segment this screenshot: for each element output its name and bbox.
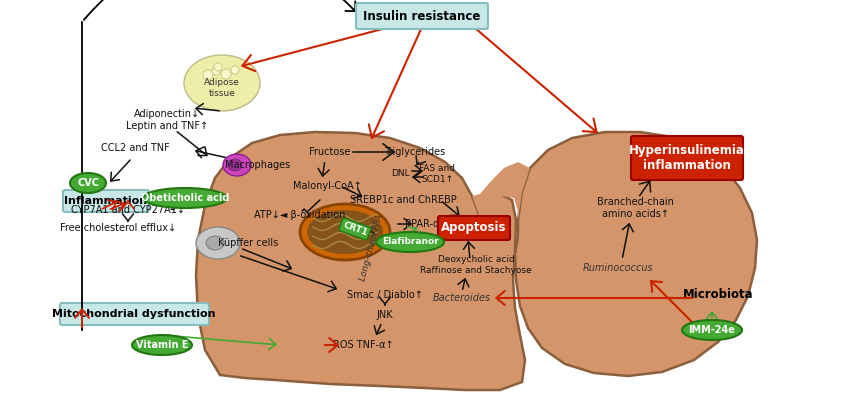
Text: Apoptosis: Apoptosis [441, 222, 507, 235]
Text: Triglycerides: Triglycerides [384, 147, 445, 157]
FancyBboxPatch shape [631, 136, 743, 180]
Text: Microbiota: Microbiota [682, 288, 753, 301]
Text: CCL2 and TNF: CCL2 and TNF [100, 143, 170, 153]
Polygon shape [472, 162, 530, 228]
Circle shape [214, 63, 222, 71]
Text: Smac / Diablo↑: Smac / Diablo↑ [347, 290, 423, 300]
FancyBboxPatch shape [356, 3, 488, 29]
Text: JNK: JNK [376, 310, 394, 320]
Circle shape [203, 70, 213, 80]
Polygon shape [196, 132, 525, 390]
Text: FAS and
SCD1↑: FAS and SCD1↑ [419, 164, 455, 184]
Text: CVC: CVC [77, 178, 99, 188]
Ellipse shape [206, 236, 224, 250]
Ellipse shape [143, 188, 227, 208]
Ellipse shape [300, 204, 390, 260]
Ellipse shape [70, 173, 106, 193]
Text: Hyperinsulinemia
inflammation: Hyperinsulinemia inflammation [629, 144, 745, 172]
Text: Ruminococcus: Ruminococcus [583, 263, 653, 273]
Text: CYP7A1 and CYP27A1↓: CYP7A1 and CYP27A1↓ [71, 205, 185, 215]
Text: Bacteroides: Bacteroides [433, 293, 491, 303]
Text: CRT1: CRT1 [342, 220, 368, 238]
Text: Branched-chain
amino acids↑: Branched-chain amino acids↑ [597, 197, 674, 219]
Text: Fructose: Fructose [310, 147, 350, 157]
Text: ROS TNF-α↑: ROS TNF-α↑ [333, 340, 394, 350]
Text: Macrophages: Macrophages [225, 160, 291, 170]
Text: Inflammation: Inflammation [64, 196, 148, 206]
Text: Mitochondrial dysfunction: Mitochondrial dysfunction [52, 309, 215, 319]
Ellipse shape [196, 227, 240, 259]
Text: SREBP1c and ChREBP: SREBP1c and ChREBP [349, 195, 457, 205]
Ellipse shape [376, 232, 444, 252]
Text: Adiponectin↓
Leptin and TNF↑: Adiponectin↓ Leptin and TNF↑ [126, 109, 208, 131]
Text: Deoxycholic acid
Raffinose and Stachyose: Deoxycholic acid Raffinose and Stachyose [420, 255, 532, 275]
Text: Free cholesterol efflux↓: Free cholesterol efflux↓ [60, 223, 176, 233]
Text: ATP↓◄ β-oxidation: ATP↓◄ β-oxidation [254, 210, 346, 220]
Text: Vitamin E: Vitamin E [136, 340, 189, 350]
Ellipse shape [184, 55, 260, 111]
Circle shape [212, 67, 220, 75]
Text: DNL: DNL [391, 169, 409, 179]
Text: Obeticholic acid: Obeticholic acid [141, 193, 229, 203]
FancyBboxPatch shape [60, 303, 209, 325]
Text: PPAR-α: PPAR-α [405, 219, 439, 229]
FancyBboxPatch shape [63, 190, 149, 212]
Text: Küpffer cells: Küpffer cells [218, 238, 279, 248]
Polygon shape [515, 132, 757, 376]
Ellipse shape [132, 335, 192, 355]
Ellipse shape [682, 320, 742, 340]
Circle shape [231, 66, 239, 74]
Ellipse shape [228, 159, 242, 171]
Text: Insulin resistance: Insulin resistance [363, 9, 481, 23]
Text: Long-chain FFA: Long-chain FFA [359, 214, 385, 282]
Ellipse shape [223, 154, 251, 176]
Text: Elafibranor: Elafibranor [381, 237, 439, 246]
Circle shape [221, 69, 231, 79]
Text: Adipose
tissue: Adipose tissue [204, 78, 240, 98]
Text: Malonyl-CoA↑: Malonyl-CoA↑ [292, 181, 362, 191]
Ellipse shape [307, 210, 383, 254]
Text: ⊣FXR: ⊣FXR [151, 197, 179, 207]
FancyBboxPatch shape [438, 216, 510, 240]
Text: IMM-24e: IMM-24e [689, 325, 735, 335]
